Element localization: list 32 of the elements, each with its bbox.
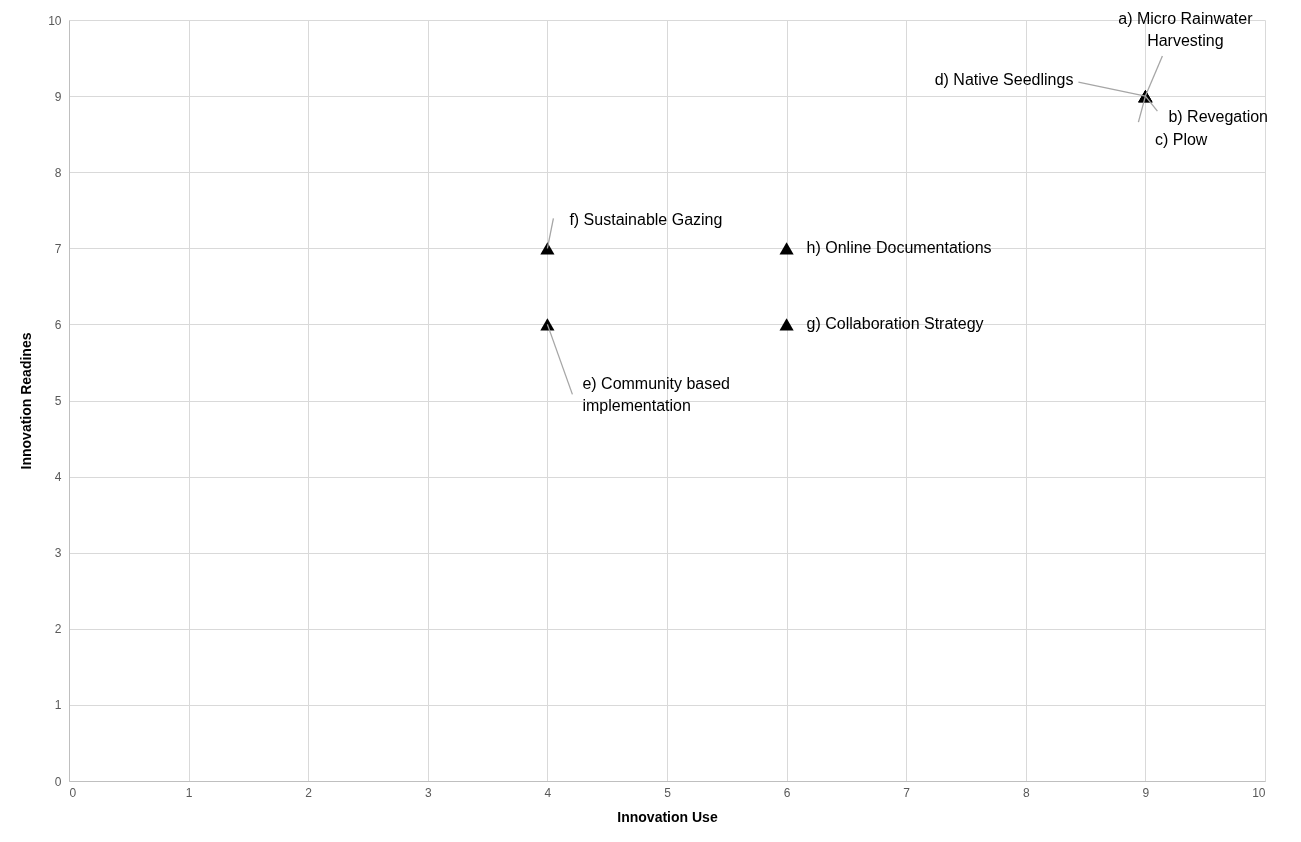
x-axis-title: Innovation Use — [617, 808, 718, 825]
x-tick-label: 10 — [1252, 785, 1266, 800]
x-tick-label: 7 — [903, 785, 911, 800]
y-tick-label: 10 — [48, 13, 62, 28]
y-tick-label: 7 — [54, 241, 62, 256]
y-tick-label: 0 — [54, 774, 62, 789]
y-tick-label: 3 — [54, 546, 62, 561]
y-tick-label: 9 — [54, 89, 62, 104]
annotation: b) Revegation — [1168, 108, 1269, 126]
y-tick-label: 4 — [54, 470, 62, 485]
y-tick-label: 8 — [54, 165, 62, 180]
x-tick-label: 0 — [69, 785, 77, 800]
annotation: d) Native Seedlings — [934, 71, 1074, 89]
y-tick-label: 2 — [54, 622, 62, 637]
annotation: e) Community based implementation — [582, 375, 731, 415]
x-tick-label: 8 — [1022, 785, 1030, 800]
y-tick-label: 1 — [54, 698, 62, 713]
x-tick-label: 2 — [305, 785, 313, 800]
x-tick-label: 6 — [783, 785, 791, 800]
annotation: g) Collaboration Strategy — [806, 315, 984, 333]
annotation: f) Sustainable Gazing — [569, 211, 723, 229]
x-tick-label: 1 — [185, 785, 193, 800]
annotation: c) Plow — [1154, 131, 1208, 149]
x-tick-label: 9 — [1142, 785, 1150, 800]
annotation: h) Online Documentations — [806, 239, 992, 257]
x-tick-label: 5 — [664, 785, 672, 800]
annotation: a) Micro Rainwater Harvesting — [1118, 10, 1254, 50]
y-axis-title: Innovation Readines — [18, 332, 35, 470]
y-tick-label: 5 — [54, 394, 62, 408]
x-tick-label: 4 — [544, 785, 552, 800]
x-tick-label: 3 — [424, 785, 432, 800]
y-tick-label: 6 — [54, 317, 62, 332]
